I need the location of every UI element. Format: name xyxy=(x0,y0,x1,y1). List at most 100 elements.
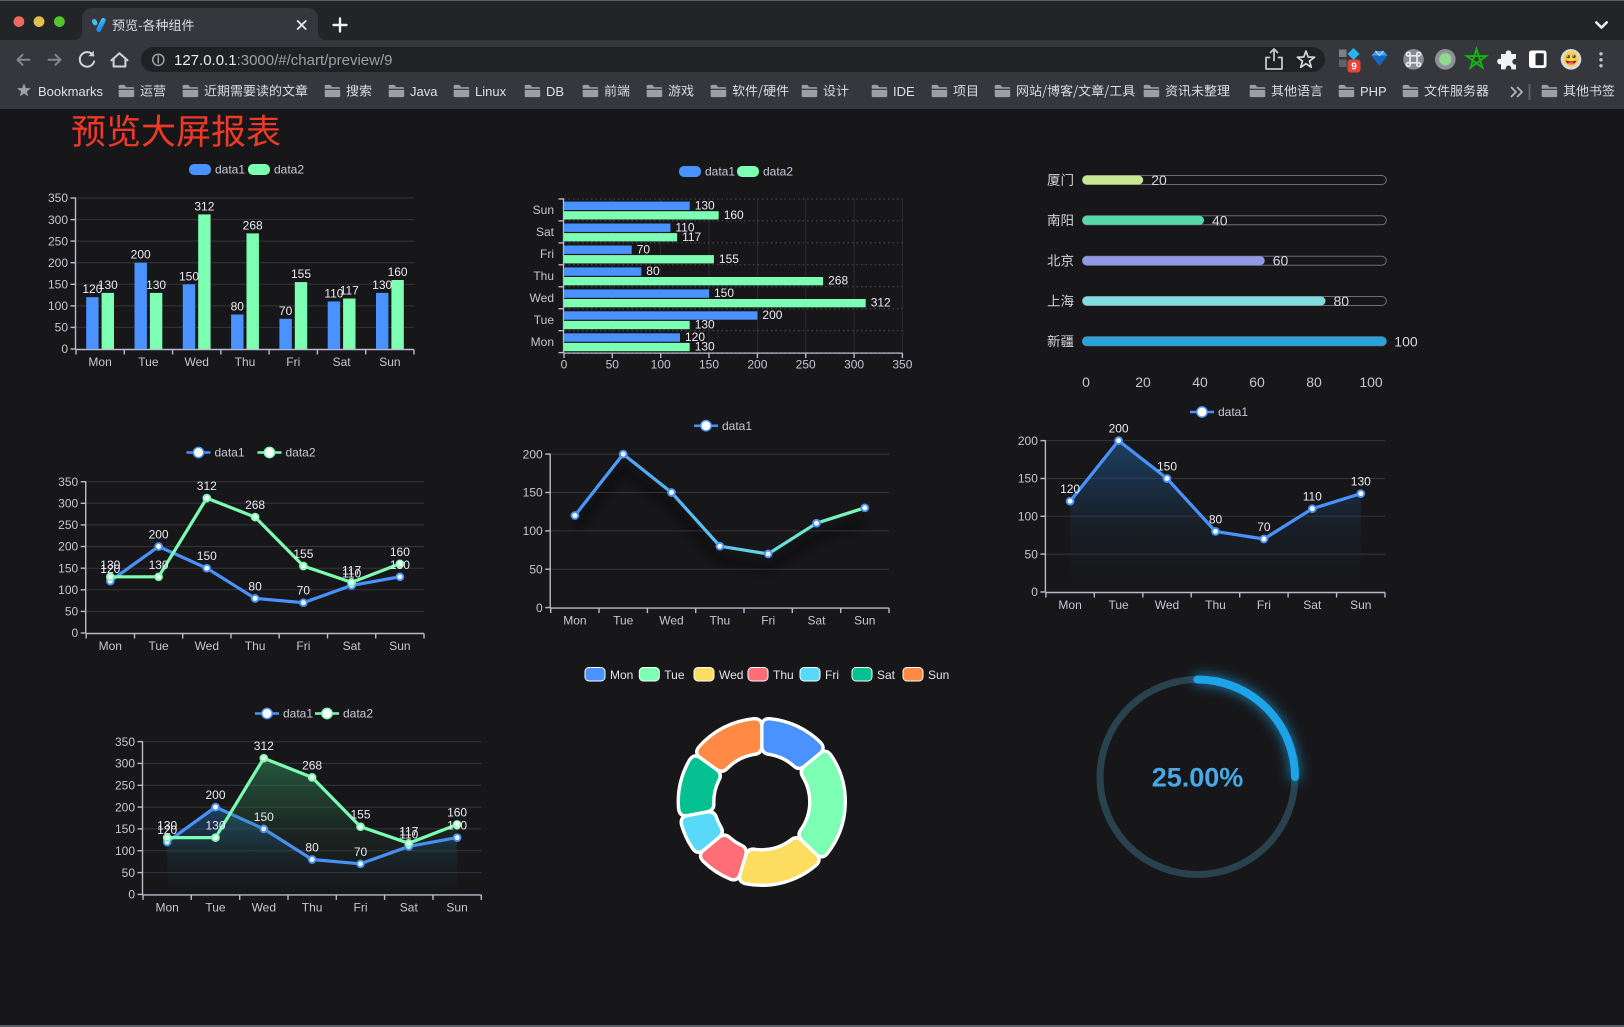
svg-text:Wed: Wed xyxy=(659,614,683,628)
svg-text:Tue: Tue xyxy=(205,900,226,914)
svg-text:130: 130 xyxy=(146,278,166,292)
svg-text:Sat: Sat xyxy=(343,639,362,653)
svg-text:150: 150 xyxy=(115,822,135,836)
svg-text:Wed: Wed xyxy=(530,291,554,305)
svg-text:160: 160 xyxy=(724,208,744,222)
svg-text:110: 110 xyxy=(342,566,361,580)
svg-text:200: 200 xyxy=(747,358,767,372)
svg-text:250: 250 xyxy=(115,779,135,793)
svg-text:268: 268 xyxy=(243,218,263,232)
svg-text:117: 117 xyxy=(342,563,361,577)
svg-text:150: 150 xyxy=(1018,472,1038,486)
svg-text:data2: data2 xyxy=(274,163,304,177)
svg-text:0: 0 xyxy=(61,342,68,356)
svg-text:Sat: Sat xyxy=(333,355,352,369)
svg-text:data1: data1 xyxy=(1218,405,1248,419)
svg-text:0: 0 xyxy=(1031,585,1038,599)
svg-text:20: 20 xyxy=(1151,172,1167,188)
svg-text:130: 130 xyxy=(100,558,120,572)
svg-text:200: 200 xyxy=(523,447,543,461)
svg-text:Tue: Tue xyxy=(534,313,555,327)
svg-text:117: 117 xyxy=(399,824,418,838)
svg-text:312: 312 xyxy=(254,739,274,753)
svg-text:200: 200 xyxy=(205,788,225,802)
svg-text:110: 110 xyxy=(675,220,694,234)
svg-text:80: 80 xyxy=(1209,512,1223,526)
svg-text:100: 100 xyxy=(651,358,671,372)
svg-text:Fri: Fri xyxy=(825,668,839,682)
svg-text:130: 130 xyxy=(390,558,410,572)
svg-text:60: 60 xyxy=(1273,253,1289,269)
svg-text:50: 50 xyxy=(55,321,69,335)
svg-text:Tue: Tue xyxy=(1108,598,1129,612)
svg-text:9: 9 xyxy=(1351,62,1357,73)
svg-text:150: 150 xyxy=(523,486,543,500)
svg-text:Fri: Fri xyxy=(1257,598,1271,612)
svg-text:80: 80 xyxy=(1334,293,1350,309)
svg-text:40: 40 xyxy=(1212,212,1228,228)
svg-text:300: 300 xyxy=(844,358,864,372)
svg-text:Sun: Sun xyxy=(379,355,400,369)
svg-text:data2: data2 xyxy=(286,446,316,460)
svg-text:100: 100 xyxy=(58,583,78,597)
svg-text:Tue: Tue xyxy=(613,614,634,628)
svg-text:Thu: Thu xyxy=(245,639,266,653)
svg-text:100: 100 xyxy=(48,299,68,313)
svg-text:200: 200 xyxy=(149,528,169,542)
svg-text:150: 150 xyxy=(58,561,78,575)
svg-text:130: 130 xyxy=(372,278,392,292)
svg-text:70: 70 xyxy=(354,845,368,859)
svg-text:Mon: Mon xyxy=(610,668,633,682)
svg-text:Sun: Sun xyxy=(854,614,875,628)
svg-text:268: 268 xyxy=(302,758,322,772)
svg-text:Thu: Thu xyxy=(710,614,731,628)
svg-text:Sun: Sun xyxy=(533,203,554,217)
svg-text:155: 155 xyxy=(350,808,370,822)
svg-text:130: 130 xyxy=(1351,475,1371,489)
svg-text:130: 130 xyxy=(695,340,715,354)
svg-text:Mon: Mon xyxy=(88,355,111,369)
svg-text:50: 50 xyxy=(65,605,79,619)
svg-text:300: 300 xyxy=(115,757,135,771)
svg-text:Sat: Sat xyxy=(536,225,555,239)
svg-text:250: 250 xyxy=(58,518,78,532)
svg-text:70: 70 xyxy=(637,242,651,256)
svg-text:120: 120 xyxy=(685,330,705,344)
svg-text:110: 110 xyxy=(324,287,343,301)
svg-text:200: 200 xyxy=(1109,422,1129,436)
svg-text:200: 200 xyxy=(131,248,151,262)
svg-text:150: 150 xyxy=(254,810,274,824)
svg-text:data1: data1 xyxy=(722,419,752,433)
svg-text:Wed: Wed xyxy=(252,900,276,914)
svg-text:70: 70 xyxy=(297,584,311,598)
svg-text:data1: data1 xyxy=(705,165,735,179)
svg-text:312: 312 xyxy=(194,199,214,213)
svg-text:Mon: Mon xyxy=(1058,598,1081,612)
svg-text:Sun: Sun xyxy=(1350,598,1371,612)
svg-text:data2: data2 xyxy=(343,707,373,721)
svg-text:130: 130 xyxy=(447,819,467,833)
svg-text:50: 50 xyxy=(1025,547,1039,561)
svg-text:Wed: Wed xyxy=(719,668,743,682)
svg-text:268: 268 xyxy=(245,498,265,512)
svg-text:0: 0 xyxy=(128,888,135,902)
svg-text:200: 200 xyxy=(48,256,68,270)
svg-text:Mon: Mon xyxy=(156,900,179,914)
svg-text:150: 150 xyxy=(714,286,734,300)
svg-text:100: 100 xyxy=(1018,510,1038,524)
svg-text:350: 350 xyxy=(48,191,68,205)
svg-text:50: 50 xyxy=(122,866,136,880)
svg-text:160: 160 xyxy=(390,545,410,559)
svg-text:Sun: Sun xyxy=(389,639,410,653)
svg-text:70: 70 xyxy=(1257,520,1271,534)
svg-text:Mon: Mon xyxy=(99,639,122,653)
svg-text:Tue: Tue xyxy=(664,668,685,682)
svg-text:data1: data1 xyxy=(215,163,245,177)
svg-text:70: 70 xyxy=(279,304,293,318)
svg-text:80: 80 xyxy=(248,579,262,593)
svg-text:40: 40 xyxy=(1192,374,1208,390)
svg-text:300: 300 xyxy=(58,497,78,511)
svg-text:Mon: Mon xyxy=(531,335,554,349)
svg-text:0: 0 xyxy=(72,626,79,640)
svg-text:data2: data2 xyxy=(763,165,793,179)
